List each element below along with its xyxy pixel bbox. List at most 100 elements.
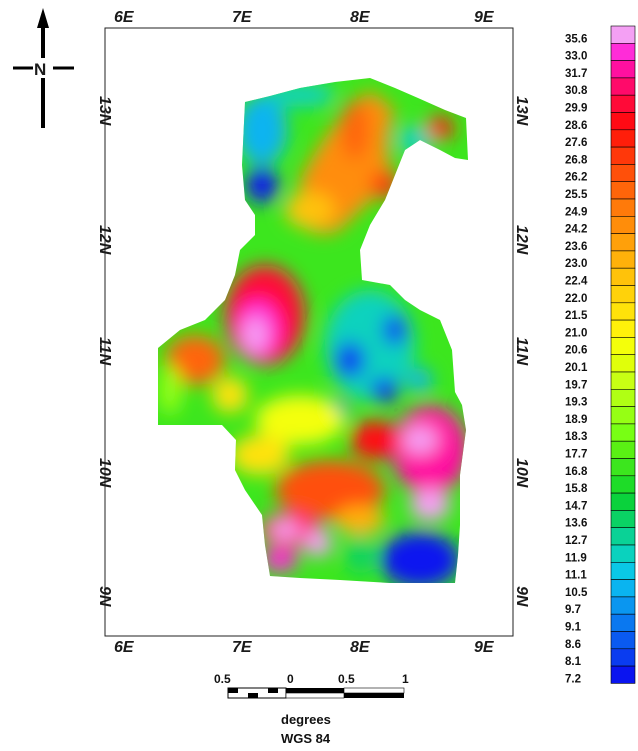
right-lat-tick: 10N xyxy=(513,458,530,488)
legend-value: 16.8 xyxy=(565,466,588,478)
legend-value: 21.0 xyxy=(565,327,587,339)
legend-swatch xyxy=(610,510,636,528)
legend-swatch xyxy=(610,440,636,459)
legend-swatch xyxy=(610,198,636,217)
north-arrow: N xyxy=(13,8,74,128)
scale-label: 0.5 xyxy=(338,672,355,686)
left-lat-tick: 9N xyxy=(96,586,113,607)
legend-swatch xyxy=(610,648,636,667)
legend-swatch xyxy=(610,388,636,407)
legend-value: 9.7 xyxy=(565,604,581,616)
legend-swatch xyxy=(610,544,636,563)
legend-value: 10.5 xyxy=(565,587,588,599)
legend-value: 22.4 xyxy=(565,276,588,288)
legend-value: 24.2 xyxy=(565,224,587,236)
top-lon-tick: 9E xyxy=(474,9,495,26)
legend-value: 25.5 xyxy=(565,189,588,201)
legend-value: 11.9 xyxy=(565,552,587,564)
legend-value: 7.2 xyxy=(565,673,581,685)
bottom-lon-tick: 9E xyxy=(474,639,495,656)
legend-swatch xyxy=(610,613,636,632)
scale-unit: degrees xyxy=(281,712,331,727)
legend-swatch xyxy=(610,112,636,131)
bottom-longitude-ticks: 6E 7E 8E 9E xyxy=(114,639,495,656)
legend-value: 19.3 xyxy=(565,397,587,409)
legend-value: 11.1 xyxy=(565,570,587,582)
legend-swatch xyxy=(610,60,636,79)
legend-swatch xyxy=(610,285,636,304)
legend-swatch xyxy=(610,665,636,684)
legend-labels: 35.6 33.0 31.7 30.8 29.9 28.6 27.6 26.8 26.2 25.5… xyxy=(565,33,588,685)
legend-swatch xyxy=(610,302,636,321)
legend-value: 31.7 xyxy=(565,68,587,80)
right-lat-tick: 9N xyxy=(513,586,530,607)
legend-swatch xyxy=(610,250,636,269)
bottom-lon-tick: 8E xyxy=(350,639,371,656)
legend-value: 17.7 xyxy=(565,449,587,461)
top-longitude-ticks: 6E 7E 8E 9E xyxy=(114,9,495,26)
legend-swatch xyxy=(610,354,636,373)
north-label: N xyxy=(34,60,46,79)
right-lat-tick: 13N xyxy=(513,96,530,126)
legend-value: 23.0 xyxy=(565,258,587,270)
legend-value: 20.6 xyxy=(565,345,587,357)
legend-value: 23.6 xyxy=(565,241,587,253)
right-lat-tick: 12N xyxy=(513,225,530,255)
left-lat-tick: 10N xyxy=(96,458,113,488)
legend-value: 8.6 xyxy=(565,639,581,651)
legend-value: 12.7 xyxy=(565,535,587,547)
legend-value: 20.1 xyxy=(565,362,588,374)
legend-swatch xyxy=(610,94,636,113)
legend-swatch xyxy=(610,475,636,494)
legend-swatch xyxy=(610,371,636,390)
bottom-lon-tick: 6E xyxy=(114,639,135,656)
legend-swatch xyxy=(610,267,636,286)
legend-swatch xyxy=(610,492,636,511)
legend-value: 33.0 xyxy=(565,51,587,63)
legend-swatch xyxy=(610,337,636,355)
legend-value: 18.9 xyxy=(565,414,587,426)
legend-swatch xyxy=(610,458,636,477)
scale-label: 0.5 xyxy=(214,672,231,686)
legend-value: 15.8 xyxy=(565,483,588,495)
legend-value: 26.2 xyxy=(565,172,587,184)
datum-label: WGS 84 xyxy=(281,731,331,746)
legend-value: 19.7 xyxy=(565,379,587,391)
legend-swatch xyxy=(610,596,636,615)
legend-value: 27.6 xyxy=(565,137,587,149)
top-lon-tick: 7E xyxy=(232,9,253,26)
legend-swatch xyxy=(610,146,636,165)
left-lat-tick: 12N xyxy=(96,225,113,255)
top-lon-tick: 8E xyxy=(350,9,371,26)
legend-value: 22.0 xyxy=(565,293,587,305)
legend-swatch xyxy=(610,181,636,200)
right-latitude-ticks: 13N 12N 11N 10N 9N xyxy=(513,96,530,607)
legend-value: 26.8 xyxy=(565,154,588,166)
legend-swatch xyxy=(610,319,636,338)
legend-swatch xyxy=(610,631,636,650)
top-lon-tick: 6E xyxy=(114,9,135,26)
legend-value: 28.6 xyxy=(565,120,587,132)
bottom-lon-tick: 7E xyxy=(232,639,253,656)
legend-swatch xyxy=(610,406,636,425)
legend-swatch xyxy=(610,216,636,234)
color-legend: 35.6 33.0 31.7 30.8 29.9 28.6 27.6 26.8 26.2 25.5… xyxy=(565,25,636,685)
legend-value: 29.9 xyxy=(565,103,587,115)
legend-swatch xyxy=(610,233,636,252)
legend-value: 13.6 xyxy=(565,518,587,530)
right-lat-tick: 11N xyxy=(513,337,530,366)
legend-swatch xyxy=(610,77,636,96)
legend-swatch xyxy=(610,423,636,442)
legend-swatch xyxy=(610,164,636,182)
legend-value: 14.7 xyxy=(565,500,587,512)
legend-swatches xyxy=(610,25,636,684)
legend-value: 21.5 xyxy=(565,310,588,322)
legend-swatch xyxy=(610,579,636,598)
scale-label: 0 xyxy=(287,672,294,686)
left-latitude-ticks: 13N 12N 11N 10N 9N xyxy=(96,96,113,607)
scale-label: 1 xyxy=(402,672,409,686)
legend-value: 24.9 xyxy=(565,206,587,218)
left-lat-tick: 11N xyxy=(96,337,113,366)
legend-value: 8.1 xyxy=(565,656,582,668)
